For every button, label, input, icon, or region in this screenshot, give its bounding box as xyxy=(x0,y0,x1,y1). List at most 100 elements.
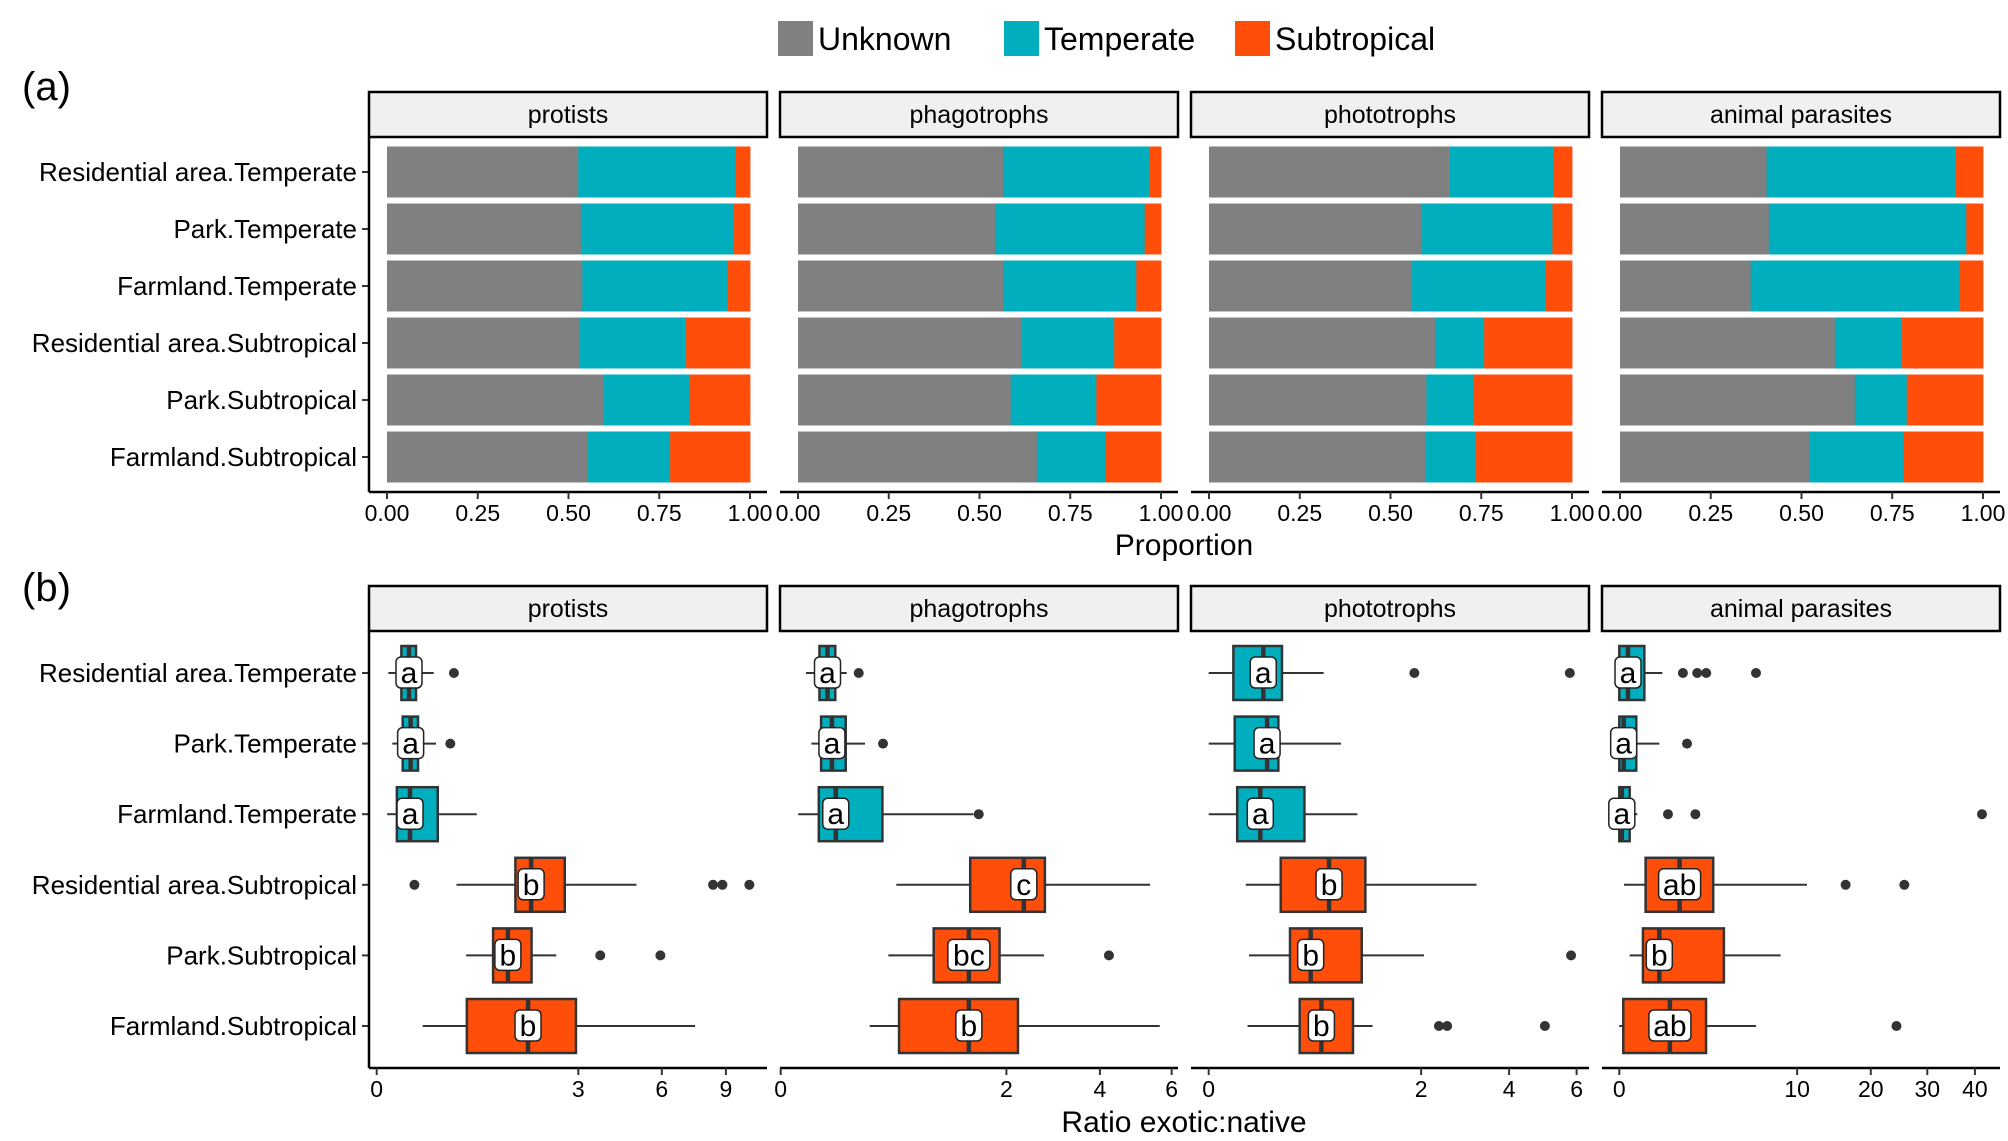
bar-segment-subtropical xyxy=(1114,317,1162,369)
facet-title: animal parasites xyxy=(1710,595,1892,623)
outlier-point xyxy=(744,879,755,890)
legend-item-temperate: Temperate xyxy=(1004,21,1195,57)
y-tick-label: Park.Temperate xyxy=(173,214,357,244)
bar-segment-temperate xyxy=(578,146,737,198)
significance-label-box xyxy=(396,797,424,830)
boxplot: a xyxy=(805,644,864,702)
panel-tag-b: (b) xyxy=(22,566,71,610)
x-tick-label: 9 xyxy=(720,1076,733,1102)
boxplot: a xyxy=(1208,785,1358,843)
outlier-point xyxy=(1840,879,1851,890)
facet-strip xyxy=(1600,90,2002,139)
bar-segment-unknown xyxy=(1620,317,1836,369)
y-tick-label: Farmland.Temperate xyxy=(117,271,357,301)
x-tick-label: 2 xyxy=(1415,1076,1428,1102)
significance-letter: a xyxy=(1613,798,1630,831)
x-tick-label: 1.00 xyxy=(1961,500,2006,526)
y-tick-label: Park.Temperate xyxy=(173,729,357,759)
boxplot: b xyxy=(466,927,666,984)
significance-label-box xyxy=(947,938,991,972)
bar-segment-subtropical xyxy=(1906,374,1984,426)
x-axis-title-a: Proportion xyxy=(1115,529,1253,562)
bar-segment-temperate xyxy=(580,203,735,255)
x-tick-label: 1.00 xyxy=(1550,500,1595,526)
facet-title: animal parasites xyxy=(1710,101,1892,129)
facet-strip xyxy=(778,584,1180,633)
legend-item-subtropical: Subtropical xyxy=(1235,21,1435,57)
x-tick-label: 0.75 xyxy=(1459,500,1504,526)
outlier-point xyxy=(1891,1021,1902,1031)
x-tick-label: 6 xyxy=(1165,1076,1178,1102)
bar-segment-subtropical xyxy=(1105,431,1162,483)
bar-segment-unknown xyxy=(387,203,582,255)
x-tick-label: 0.50 xyxy=(1368,500,1413,526)
significance-letter: a xyxy=(827,798,844,831)
bar-segment-temperate xyxy=(1421,203,1553,255)
bar-segment-temperate xyxy=(603,374,690,426)
bar-segment-subtropical xyxy=(1902,317,1984,369)
outlier-point xyxy=(1677,668,1688,678)
x-tick-label: 0.50 xyxy=(957,500,1002,526)
x-tick-label: 20 xyxy=(1858,1076,1884,1102)
outlier-point xyxy=(1976,809,1987,820)
facet-strip xyxy=(778,90,1180,139)
significance-label-box xyxy=(822,797,850,830)
bar-segment-unknown xyxy=(387,374,605,426)
legend-swatch xyxy=(778,21,813,56)
x-tick-label: 0 xyxy=(1202,1076,1215,1102)
boxplot: b xyxy=(1247,997,1550,1055)
boxplot: b xyxy=(1245,856,1477,914)
outlier-point xyxy=(1750,668,1761,678)
facet-animal-parasites: animal parasites 0 10 20 30 40 a a a ab b ab xyxy=(1600,584,2002,1102)
significance-letter: a xyxy=(824,728,841,761)
significance-letter: b xyxy=(961,1010,978,1043)
legend-label: Unknown xyxy=(818,21,951,57)
legend-swatch xyxy=(1235,21,1270,56)
significance-label-box xyxy=(395,656,423,689)
boxplot: b xyxy=(869,997,1160,1055)
significance-label-box xyxy=(955,1009,983,1042)
significance-label-box xyxy=(818,726,846,760)
outlier-point xyxy=(878,738,889,749)
bar-segment-temperate xyxy=(1411,260,1546,312)
boxplot: c xyxy=(896,856,1151,914)
panel-tag-a: (a) xyxy=(22,65,71,109)
significance-letter: a xyxy=(1255,657,1272,690)
significance-label-box xyxy=(1614,656,1642,689)
outlier-point xyxy=(1442,1021,1453,1031)
bar-segment-subtropical xyxy=(1475,431,1573,483)
facet-strip xyxy=(367,90,769,139)
bar-segment-subtropical xyxy=(727,260,751,312)
bar-segment-temperate xyxy=(1425,431,1476,483)
bar-segment-subtropical xyxy=(1144,203,1162,255)
legend-label: Subtropical xyxy=(1275,21,1435,57)
significance-letter: ab xyxy=(1663,869,1696,902)
x-tick-label: 0.25 xyxy=(455,500,500,526)
bar-segment-temperate xyxy=(1768,203,1967,255)
bar-segment-unknown xyxy=(798,260,1004,312)
y-tick-label: Residential area.Temperate xyxy=(39,658,357,688)
bar-segment-temperate xyxy=(995,203,1146,255)
y-tick-label: Farmland.Temperate xyxy=(117,799,357,829)
outlier-point xyxy=(1539,1021,1550,1031)
bar-segment-temperate xyxy=(1036,431,1106,483)
legend-swatch xyxy=(1004,21,1039,56)
significance-label-box xyxy=(1608,797,1636,830)
bar-segment-temperate xyxy=(1021,317,1115,369)
boxplot: bc xyxy=(888,927,1114,984)
significance-label-box xyxy=(1657,868,1702,901)
bar-segment-unknown xyxy=(387,260,583,312)
bar-segment-unknown xyxy=(1209,317,1436,369)
outlier-point xyxy=(1701,668,1712,678)
facet-phagotrophs: phagotrophs 0 2 4 6 a a a c bc b xyxy=(774,584,1180,1102)
bar-segment-subtropical xyxy=(1545,260,1573,312)
significance-letter: a xyxy=(1620,657,1637,690)
x-tick-label: 0.50 xyxy=(1779,500,1824,526)
x-tick-label: 30 xyxy=(1914,1076,1940,1102)
significance-letter: a xyxy=(1615,728,1632,761)
bar-segment-unknown xyxy=(798,146,1004,198)
significance-label-box xyxy=(1296,938,1325,972)
significance-label-box xyxy=(1315,868,1343,901)
y-tick-label: Farmland.Subtropical xyxy=(110,442,357,472)
outlier-point xyxy=(853,668,864,678)
